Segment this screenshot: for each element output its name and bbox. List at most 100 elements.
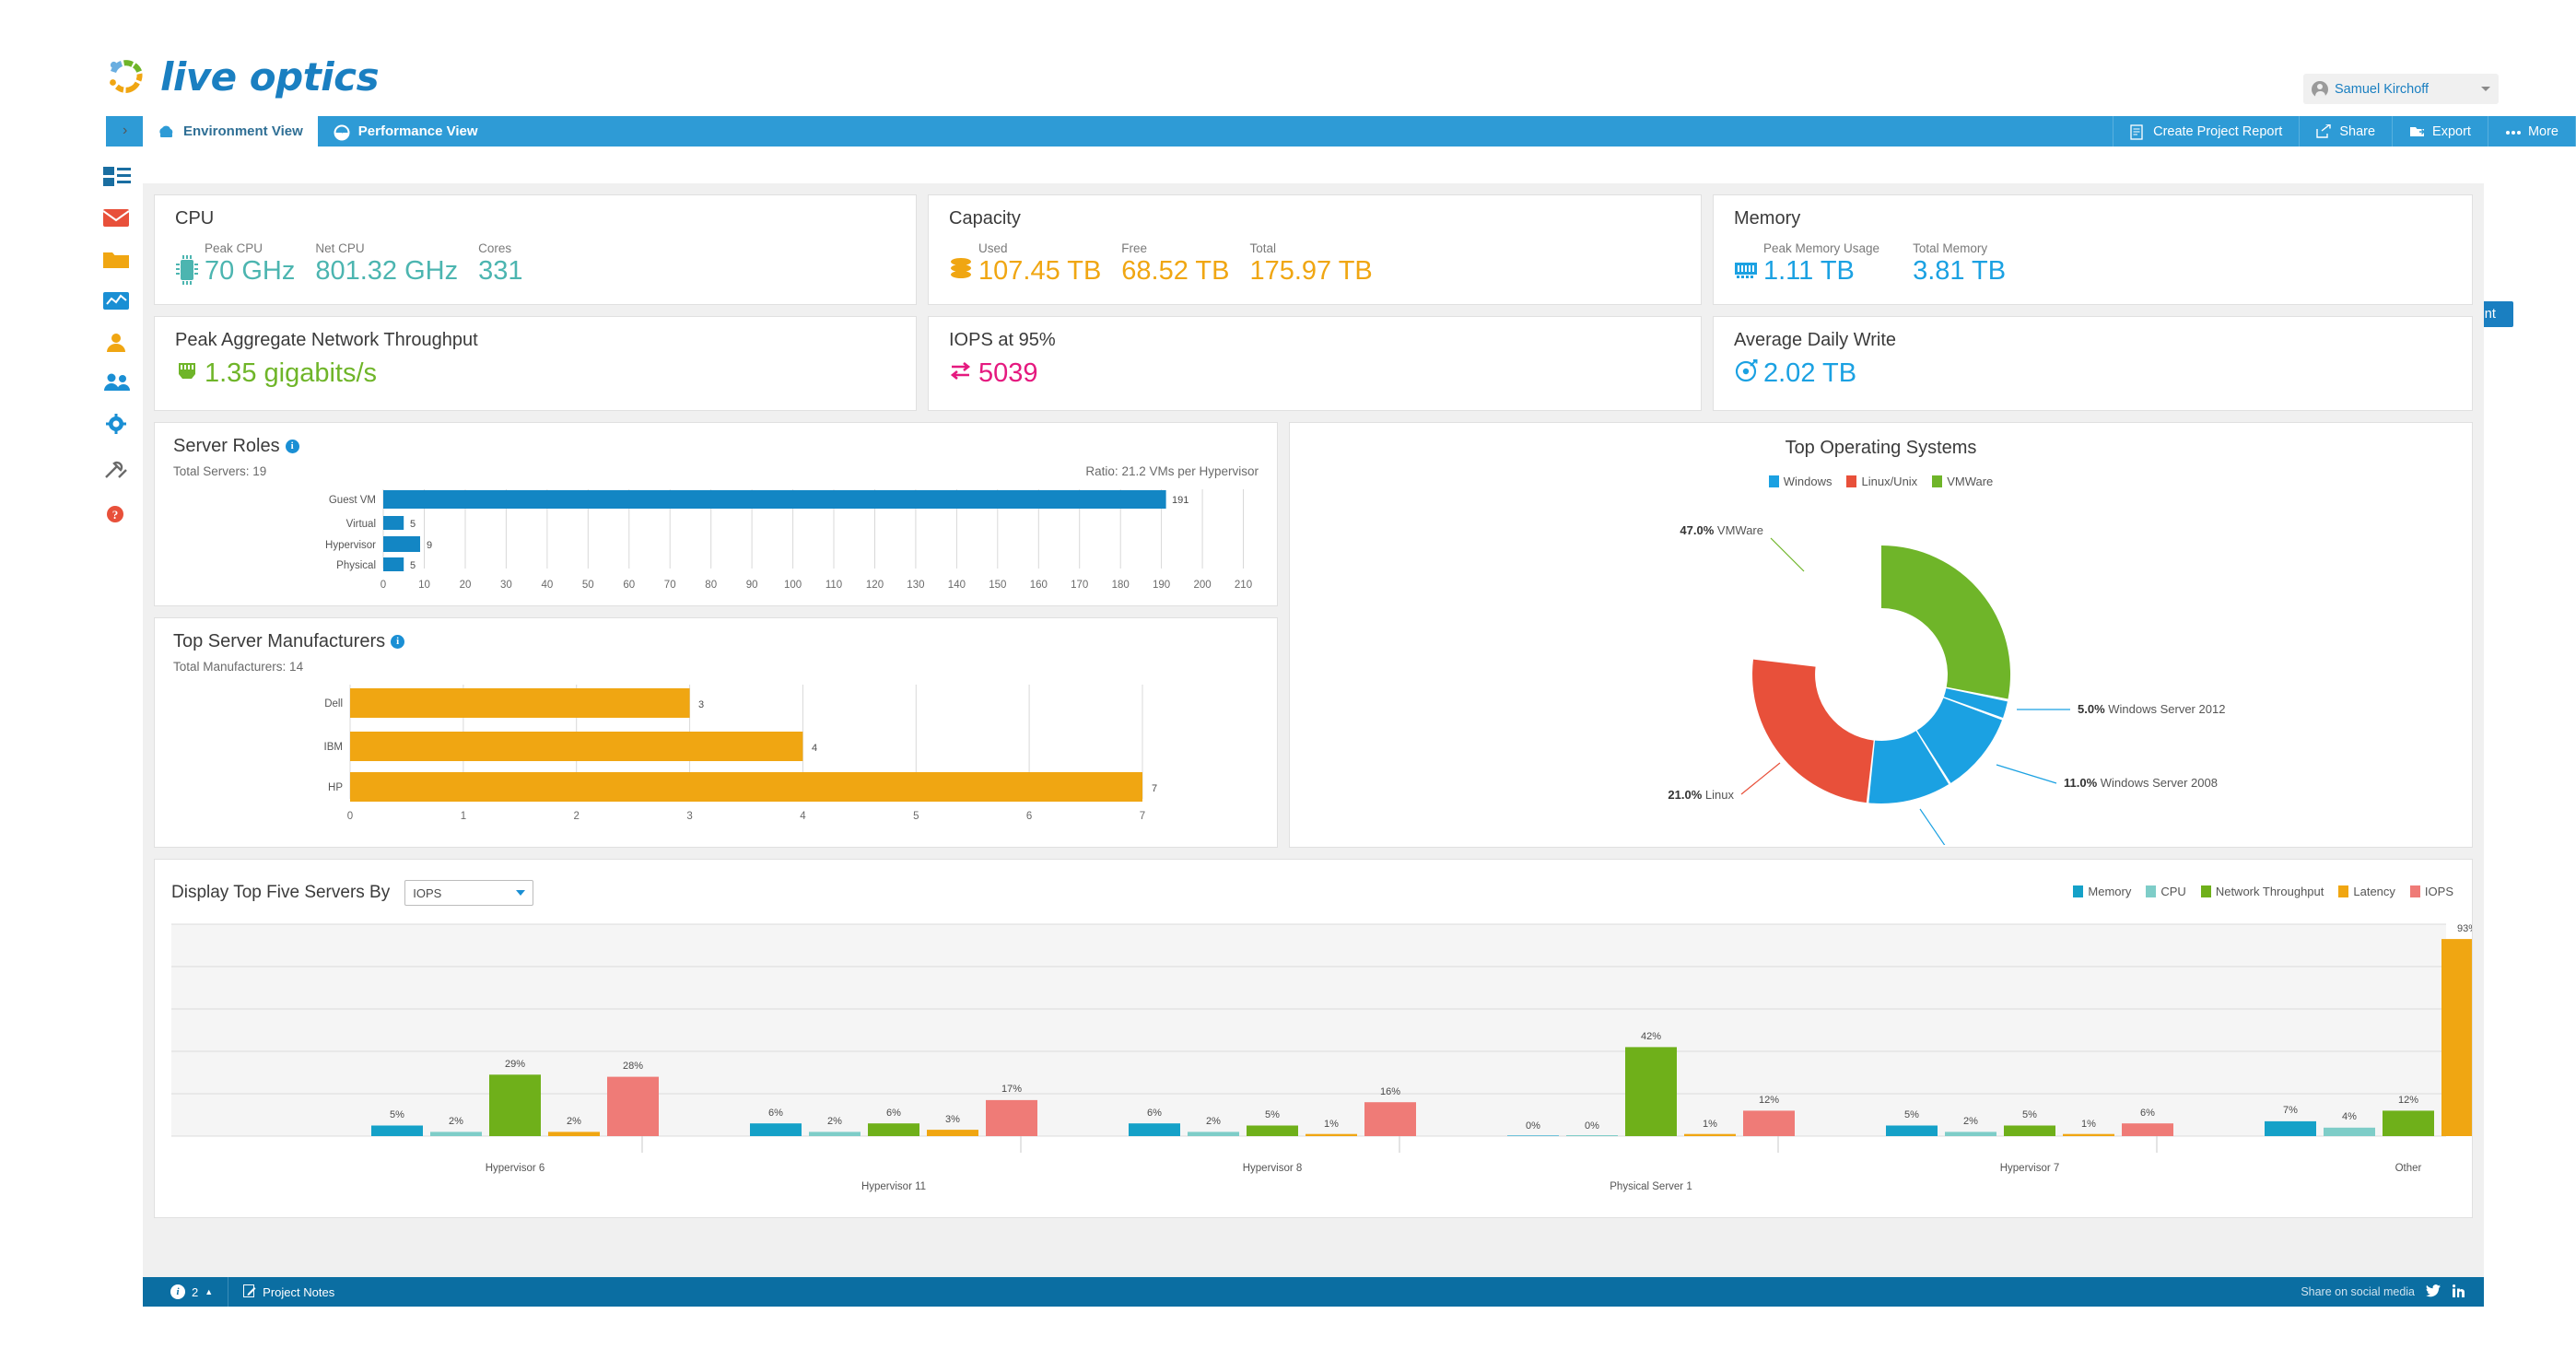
footer-left-group: i 2 ▲ Project Notes: [156, 1277, 349, 1307]
legend-swatch-latency: [2338, 885, 2349, 897]
project-subheader: LiveOptics_Demo1 Published ? Print: [0, 147, 2576, 327]
tab-environment-view[interactable]: Environment View: [143, 116, 318, 147]
cpu-metric-peak: Peak CPU 70 GHz: [205, 241, 295, 287]
cpu-metric-peak-label: Peak CPU: [205, 241, 263, 255]
svg-text:Virtual: Virtual: [346, 519, 376, 530]
legend-item-network-throughput[interactable]: Network Throughput: [2200, 885, 2324, 898]
svg-text:17%: 17%: [1001, 1084, 1022, 1095]
memory-metric-peak: Peak Memory Usage 1.11 TB: [1763, 241, 1879, 287]
svg-text:180: 180: [1112, 580, 1130, 591]
cpu-card: CPU Peak CPU 70 GHz Net CPU 801.32 GHz C…: [154, 194, 917, 305]
bar-group-hypervisor-7: 5% 2% 5% 1% 6% Hypervisor 7: [1886, 1108, 2173, 1174]
operating-systems-donut-chart: 47.0% VMWare 5.0% Windows Server 2012 11…: [1668, 523, 2225, 845]
legend-item-linux-unix[interactable]: Linux/Unix: [1846, 475, 1917, 488]
svg-text:1%: 1%: [1324, 1119, 1339, 1130]
svg-text:Guest VM: Guest VM: [329, 495, 376, 506]
help-icon[interactable]: ?: [103, 504, 135, 535]
info-icon[interactable]: i: [285, 440, 299, 453]
notifications-count: 2: [192, 1284, 199, 1299]
network-port-icon: [175, 358, 199, 389]
svg-text:120: 120: [866, 580, 884, 591]
memory-module-icon: [1734, 255, 1758, 287]
users-icon[interactable]: [103, 372, 135, 404]
export-label: Export: [2432, 123, 2471, 139]
linkedin-icon[interactable]: [2452, 1284, 2465, 1300]
memory-card-title: Memory: [1734, 208, 1801, 229]
svg-text:5%: 5%: [2022, 1109, 2037, 1120]
live-optics-logo-link[interactable]: live optics: [103, 53, 380, 100]
mail-icon[interactable]: [102, 208, 135, 240]
bar-physical: [383, 557, 404, 571]
user-menu[interactable]: Samuel Kirchoff: [2303, 74, 2499, 104]
legend-item-cpu[interactable]: CPU: [2146, 885, 2186, 898]
svg-text:0: 0: [381, 580, 386, 591]
legend-swatch-vmware: [1932, 475, 1943, 487]
capacity-metric-free-label: Free: [1121, 241, 1148, 255]
svg-text:5%: 5%: [1265, 1109, 1280, 1120]
svg-text:Hypervisor 6: Hypervisor 6: [486, 1163, 545, 1174]
top-servers-select[interactable]: IOPS: [404, 880, 534, 906]
svg-text:Hypervisor: Hypervisor: [325, 540, 376, 551]
svg-text:12%: 12%: [1759, 1095, 1779, 1106]
svg-text:6%: 6%: [768, 1108, 783, 1119]
gear-icon[interactable]: [103, 414, 135, 445]
tab-performance-view[interactable]: Performance View: [317, 116, 493, 147]
cpu-metric-net-label: Net CPU: [315, 241, 365, 255]
svg-text:1: 1: [461, 811, 466, 822]
donut-slice-other-windows: [1868, 731, 1950, 803]
cpu-metric-net-value: 801.32 GHz: [315, 256, 459, 286]
memory-metric-total-value: 3.81 TB: [1913, 256, 2007, 286]
operating-systems-title: Top Operating Systems: [1785, 438, 1977, 458]
chevron-right-icon[interactable]: ›: [123, 123, 128, 138]
svg-text:3: 3: [698, 699, 704, 710]
svg-text:0: 0: [347, 811, 353, 822]
nav-tabs: Environment View Performance View: [143, 116, 493, 147]
document-icon: [2130, 123, 2145, 140]
twitter-icon[interactable]: [2426, 1284, 2441, 1300]
nav-left-spacer: [0, 116, 106, 147]
share-button[interactable]: Share: [2299, 116, 2392, 147]
svg-text:200: 200: [1194, 580, 1212, 591]
memory-metric-peak-label: Peak Memory Usage: [1763, 241, 1880, 255]
bar-guest-vm: [383, 490, 1166, 509]
legend-item-iops[interactable]: IOPS: [2409, 885, 2453, 898]
footer-social-group: Share on social media: [2301, 1277, 2465, 1307]
legend-item-windows[interactable]: Windows: [1768, 475, 1832, 488]
iops-card-title: IOPS at 95%: [949, 330, 1056, 350]
svg-text:29%: 29%: [505, 1059, 525, 1070]
svg-text:6%: 6%: [886, 1108, 901, 1119]
memory-metrics: Peak Memory Usage 1.11 TB Total Memory 3…: [1734, 241, 2026, 287]
info-icon[interactable]: i: [391, 635, 405, 649]
top-servers-selector-row: Display Top Five Servers By IOPS: [171, 880, 534, 906]
svg-text:1%: 1%: [1703, 1119, 1717, 1130]
legend-item-memory[interactable]: Memory: [2073, 885, 2131, 898]
svg-text:Dell: Dell: [324, 698, 343, 709]
folder-icon[interactable]: [103, 250, 135, 281]
bar-group-hypervisor-11: 6% 2% 6% 3% 17% Hypervisor 11: [750, 1084, 1037, 1192]
create-project-report-button[interactable]: Create Project Report: [2113, 116, 2299, 147]
svg-text:5: 5: [410, 519, 416, 530]
svg-text:5: 5: [913, 811, 919, 822]
share-label: Share: [2339, 123, 2376, 139]
dashboard-icon[interactable]: [103, 167, 135, 198]
project-notes-button[interactable]: Project Notes: [228, 1277, 349, 1307]
svg-text:140: 140: [948, 580, 966, 591]
svg-text:Physical Server 1: Physical Server 1: [1610, 1181, 1692, 1192]
more-button[interactable]: More: [2487, 116, 2576, 147]
svg-text:21.0% Linux: 21.0% Linux: [1668, 788, 1734, 802]
tools-icon[interactable]: [103, 460, 135, 491]
user-icon[interactable]: [103, 333, 135, 364]
bar-dell: [350, 688, 690, 718]
chart-icon[interactable]: [103, 291, 135, 322]
network-throughput-card: Peak Aggregate Network Throughput 1.35 g…: [154, 316, 917, 411]
legend-item-vmware[interactable]: VMWare: [1932, 475, 1993, 488]
legend-swatch-windows: [1768, 475, 1779, 487]
legend-label-iops: IOPS: [2424, 885, 2453, 898]
svg-text:5%: 5%: [390, 1109, 404, 1120]
legend-label-windows: Windows: [1783, 475, 1832, 488]
export-button[interactable]: Export: [2392, 116, 2488, 147]
capacity-metric-total-label: Total: [1249, 241, 1276, 255]
legend-item-latency[interactable]: Latency: [2338, 885, 2395, 898]
legend-label-network-throughput: Network Throughput: [2215, 885, 2324, 898]
notifications-button[interactable]: i 2 ▲: [156, 1277, 229, 1307]
